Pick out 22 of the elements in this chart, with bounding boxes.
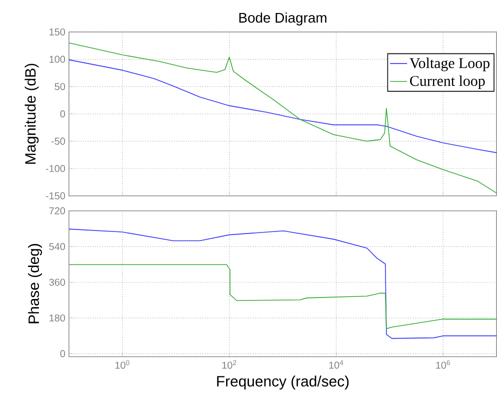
y-tick-label: 360 <box>49 278 66 286</box>
x-tick-label: 10$^{2}$ <box>222 360 236 369</box>
y-axis-title: Phase (deg) <box>28 244 42 324</box>
x-tick-label: 10$^{4}$ <box>329 360 344 369</box>
legend-label: Current loop <box>410 76 485 90</box>
x-tick-label: 10$^{0}$ <box>115 360 130 369</box>
x-tick-label: 10$^{6}$ <box>436 360 450 369</box>
y-tick-label: -50 <box>51 138 66 145</box>
y-tick-label: 50 <box>54 83 66 90</box>
y-tick-label: 150 <box>50 28 66 36</box>
legend-label: Voltage Loop <box>410 58 490 72</box>
y-tick-label: -150 <box>46 192 66 200</box>
y-tick-label: 0 <box>60 110 66 118</box>
x-axis-title: Frequency (rad/sec) <box>217 376 349 390</box>
y-axis-title: Magnitude (dB) <box>24 64 39 164</box>
y-tick-label: 720 <box>49 207 66 215</box>
y-tick-label: 540 <box>49 243 66 250</box>
chart-title: Bode Diagram <box>239 12 326 26</box>
y-tick-label: 100 <box>50 56 66 63</box>
y-tick-label: 180 <box>50 314 66 322</box>
y-tick-label: 0 <box>60 350 66 358</box>
y-tick-label: -100 <box>46 165 66 172</box>
